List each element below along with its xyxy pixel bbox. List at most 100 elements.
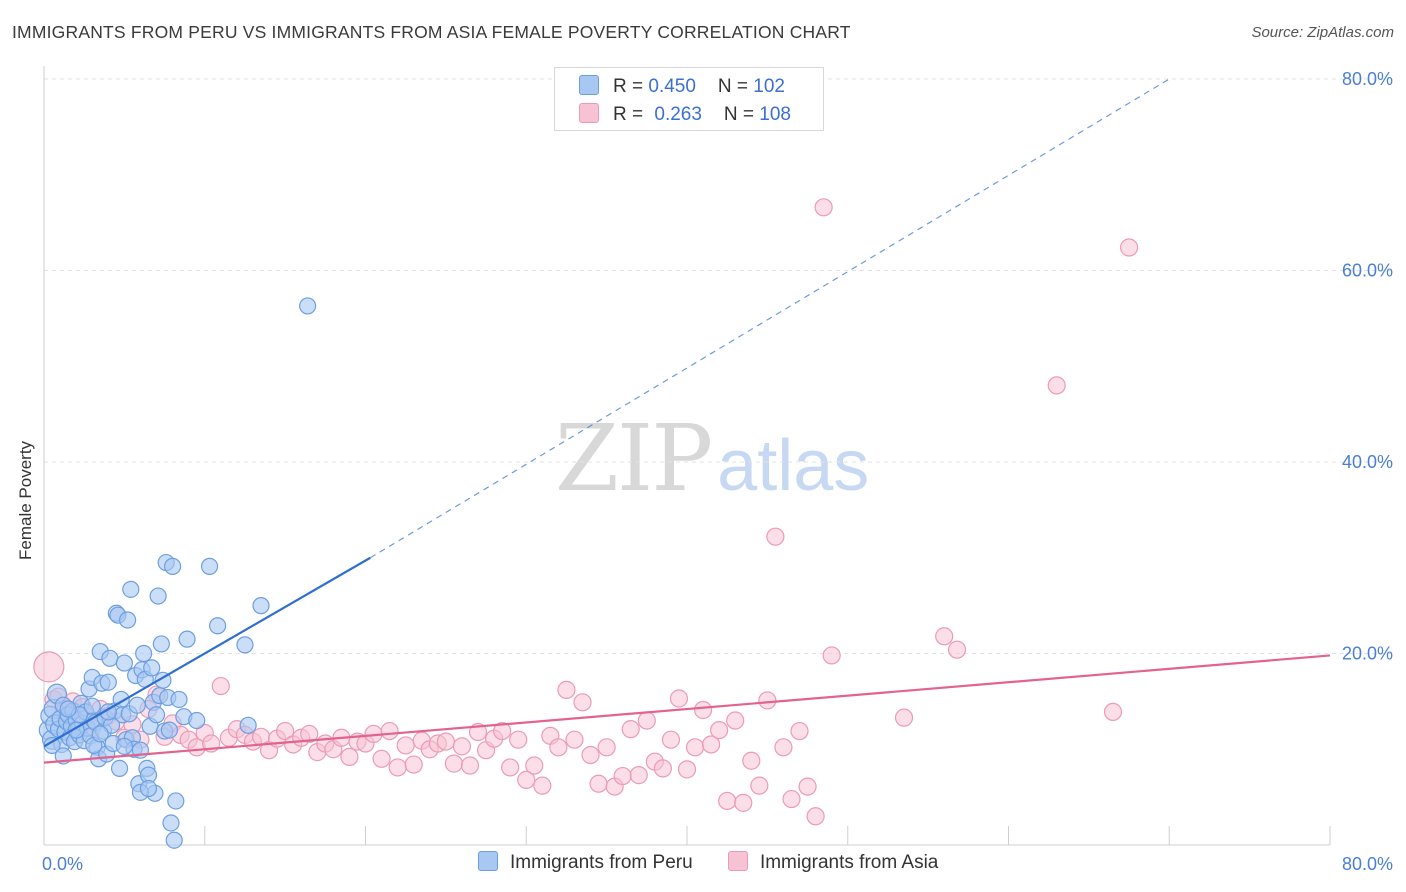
asia-point bbox=[436, 732, 455, 751]
y-tick-label: 60.0% bbox=[1342, 261, 1393, 281]
asia-point bbox=[396, 736, 415, 755]
peru-r-label: R = bbox=[613, 76, 649, 97]
asia-point bbox=[597, 738, 616, 757]
asia-point bbox=[621, 720, 640, 739]
asia-point bbox=[677, 760, 697, 779]
asia-point bbox=[766, 527, 785, 546]
peru-trend-line bbox=[43, 556, 371, 748]
asia-point bbox=[798, 777, 817, 796]
asia-point bbox=[404, 755, 423, 774]
peru-point bbox=[299, 297, 317, 315]
asia-point bbox=[493, 721, 512, 741]
asia-point bbox=[782, 789, 801, 809]
asia-point bbox=[758, 691, 777, 710]
asia-point bbox=[1103, 702, 1123, 722]
legend-label-asia: Immigrants from Asia bbox=[759, 852, 939, 873]
legend-label-peru: Immigrants from Peru bbox=[510, 852, 693, 873]
asia-point bbox=[340, 747, 359, 767]
asia-point bbox=[790, 721, 809, 741]
asia-point bbox=[726, 711, 745, 730]
asia-point bbox=[33, 651, 65, 683]
peru-point bbox=[152, 635, 170, 653]
peru-point bbox=[118, 611, 137, 629]
chart-title: IMMIGRANTS FROM PERU VS IMMIGRANTS FROM … bbox=[12, 22, 851, 42]
peru-point bbox=[188, 711, 206, 730]
peru-point bbox=[252, 597, 270, 615]
legend-swatch-peru bbox=[478, 851, 498, 871]
asia-point bbox=[581, 745, 600, 765]
y-tick-label: 40.0% bbox=[1342, 452, 1393, 472]
peru-point bbox=[170, 690, 188, 709]
asia-point bbox=[710, 720, 729, 740]
y-tick-label: 80.0% bbox=[1342, 69, 1393, 89]
asia-point bbox=[372, 749, 391, 768]
peru-point bbox=[101, 649, 119, 667]
legend-item-peru[interactable]: Immigrants from Peru bbox=[478, 851, 693, 874]
stats-legend: R = 0.450 N = 102 R = 0.263 N = 108 bbox=[554, 67, 824, 131]
peru-swatch bbox=[579, 75, 599, 95]
asia-point bbox=[573, 693, 592, 712]
peru-point bbox=[122, 580, 140, 598]
peru-point bbox=[160, 721, 178, 739]
peru-point bbox=[135, 644, 153, 663]
asia-point bbox=[300, 724, 319, 744]
watermark-atlas: atlas bbox=[717, 426, 870, 506]
asia-point bbox=[380, 721, 399, 741]
asia-n-label: N = bbox=[723, 104, 760, 125]
asia-point bbox=[557, 680, 576, 699]
asia-point bbox=[935, 627, 954, 646]
asia-point bbox=[947, 640, 967, 659]
asia-point bbox=[822, 646, 841, 665]
asia-swatch bbox=[579, 103, 599, 123]
series-legend: Immigrants from Peru Immigrants from Asi… bbox=[478, 851, 968, 874]
legend-item-asia[interactable]: Immigrants from Asia bbox=[727, 851, 939, 874]
asia-point bbox=[452, 737, 472, 756]
asia-point bbox=[501, 758, 520, 777]
asia-point bbox=[806, 807, 825, 826]
asia-point bbox=[549, 738, 568, 757]
asia-point bbox=[637, 711, 656, 730]
peru-point bbox=[59, 700, 77, 718]
peru-point bbox=[99, 673, 117, 691]
asia-point bbox=[661, 730, 681, 749]
peru-point bbox=[110, 759, 129, 778]
asia-point bbox=[525, 756, 544, 775]
asia-n-value: 108 bbox=[759, 104, 791, 125]
asia-trend-line bbox=[43, 654, 1331, 764]
asia-point bbox=[629, 766, 648, 785]
peru-point bbox=[139, 779, 158, 798]
peru-point bbox=[91, 725, 109, 743]
asia-point bbox=[460, 756, 480, 775]
asia-r-value: 0.263 bbox=[654, 104, 702, 125]
asia-point bbox=[517, 770, 536, 789]
peru-point bbox=[147, 706, 166, 724]
legend-swatch-asia bbox=[727, 851, 748, 871]
peru-point bbox=[239, 716, 257, 734]
asia-point bbox=[894, 708, 914, 727]
peru-point bbox=[165, 831, 183, 849]
asia-point bbox=[814, 198, 833, 217]
source-credit: Source: ZipAtlas.com bbox=[1251, 24, 1394, 41]
peru-point bbox=[236, 636, 254, 654]
asia-point bbox=[693, 700, 713, 720]
peru-point bbox=[162, 814, 180, 832]
asia-point bbox=[653, 759, 672, 778]
peru-point bbox=[167, 792, 185, 810]
peru-point bbox=[143, 659, 161, 677]
peru-r-value: 0.450 bbox=[648, 76, 696, 97]
asia-point bbox=[565, 730, 584, 749]
asia-point bbox=[718, 791, 737, 811]
asia-r-label: R = bbox=[613, 104, 649, 125]
asia-point bbox=[742, 751, 761, 770]
peru-point bbox=[164, 557, 182, 575]
watermark: ZIPatlas bbox=[555, 405, 869, 512]
asia-point bbox=[702, 735, 721, 754]
asia-point bbox=[613, 766, 632, 786]
x-tick-label-min: 0.0% bbox=[42, 854, 83, 874]
asia-point bbox=[276, 721, 295, 741]
asia-point bbox=[509, 730, 528, 749]
peru-point bbox=[200, 557, 219, 575]
peru-point bbox=[178, 630, 196, 648]
stats-legend-row-peru: R = 0.450 N = 102 bbox=[579, 75, 785, 98]
